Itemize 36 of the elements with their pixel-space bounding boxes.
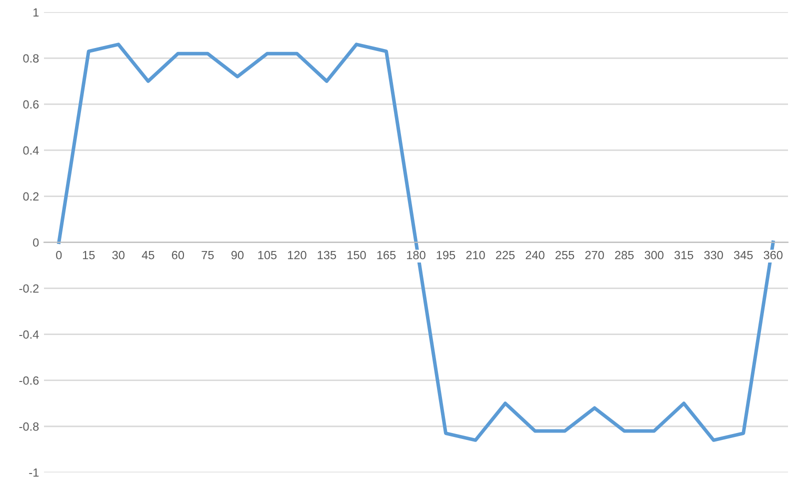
y-tick-label: 0.2 xyxy=(23,192,39,201)
x-tick-label: 165 xyxy=(377,250,396,260)
x-tick-label: 30 xyxy=(112,250,125,260)
x-tick-label: 0 xyxy=(56,250,62,260)
x-tick-label: 270 xyxy=(585,250,604,260)
y-tick-label: 1 xyxy=(33,8,39,16)
y-tick-label: -0.6 xyxy=(19,376,39,385)
x-tick-label: 255 xyxy=(556,250,574,260)
x-tick-label: 360 xyxy=(764,250,783,260)
x-tick-label: 195 xyxy=(436,250,456,260)
y-tick-label: -0.8 xyxy=(19,422,39,431)
x-tick-label: 90 xyxy=(231,250,244,260)
x-tick-label: 345 xyxy=(734,250,753,260)
x-tick-label: 105 xyxy=(258,250,277,260)
x-tick-label: 120 xyxy=(288,250,306,260)
x-tick-label: 330 xyxy=(704,250,723,260)
x-tick-label: 180 xyxy=(407,250,426,260)
y-tick-label: 0 xyxy=(33,238,39,247)
y-tick-label: -0.4 xyxy=(19,330,39,339)
x-tick-label: 300 xyxy=(644,250,664,260)
x-tick-label: 150 xyxy=(348,250,366,260)
x-tick-label: 285 xyxy=(615,250,634,260)
x-tick-label: 45 xyxy=(142,251,154,260)
y-tick-label: 0.6 xyxy=(23,100,39,109)
x-tick-label: 75 xyxy=(202,251,214,260)
y-tick-label: 0.8 xyxy=(23,54,39,63)
y-tick-label: -1 xyxy=(29,468,39,477)
y-tick-label: -0.2 xyxy=(19,284,39,293)
x-tick-label: 225 xyxy=(496,250,515,260)
x-tick-label: 315 xyxy=(674,250,694,260)
x-tick-label: 15 xyxy=(82,251,95,260)
y-tick-label: 0.4 xyxy=(23,146,39,155)
x-tick-label: 210 xyxy=(466,250,485,260)
x-tick-label: 60 xyxy=(172,250,184,260)
x-tick-label: 135 xyxy=(318,250,336,260)
x-tick-label: 240 xyxy=(526,250,544,260)
